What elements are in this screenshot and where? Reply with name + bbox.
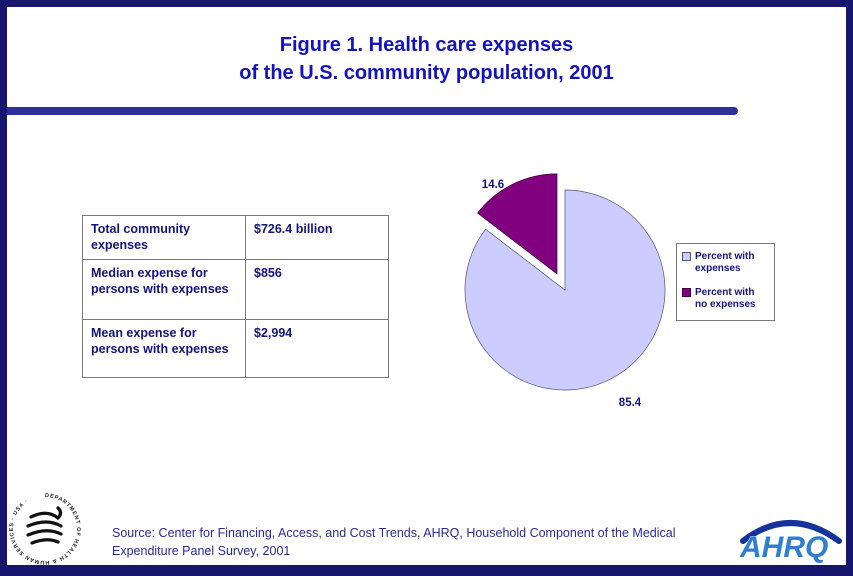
pie-data-label-no-expenses: 14.6	[482, 179, 504, 191]
ahrq-logo-icon: AHRQ	[739, 520, 842, 564]
stats-table: Total community expenses $726.4 billion …	[82, 214, 389, 379]
stat-value: $2,994	[245, 319, 389, 379]
table-row: Median expense for persons with expenses…	[82, 259, 389, 321]
title-accent-bar	[7, 107, 738, 115]
pie-chart: 14.6 85.4	[445, 160, 695, 410]
table-row: Total community expenses $726.4 billion	[82, 214, 389, 261]
stat-label: Total community expenses	[82, 214, 246, 261]
legend-item-no-expenses: Percent with no expenses	[682, 287, 769, 311]
title-line-2: of the U.S. community population, 2001	[239, 62, 614, 84]
legend-swatch-expenses-icon	[682, 252, 691, 261]
source-citation: Source: Center for Financing, Access, an…	[112, 526, 676, 559]
table-row: Mean expense for persons with expenses $…	[82, 319, 389, 379]
page-title: Figure 1. Health care expenses of the U.…	[7, 31, 846, 87]
pie-slice-percent-with-no-expenses	[477, 173, 558, 275]
stat-value: $856	[245, 259, 389, 321]
ahrq-logo-text: AHRQ	[739, 531, 828, 564]
pie-slice-percent-with-expenses	[464, 189, 666, 391]
svg-text:DEPARTMENT OF HEALTH & HUMAN S: DEPARTMENT OF HEALTH & HUMAN SERVICES · …	[9, 493, 81, 565]
legend-label: Percent with expenses	[695, 251, 755, 274]
pie-data-label-expenses: 85.4	[619, 397, 642, 409]
legend-item-expenses: Percent with expenses	[682, 251, 769, 275]
title-line-1: Figure 1. Health care expenses	[279, 34, 574, 56]
ahrq-logo: AHRQ	[738, 515, 844, 565]
stat-label: Mean expense for persons with expenses	[82, 319, 246, 379]
stat-label: Median expense for persons with expenses	[82, 259, 246, 321]
legend-swatch-no-expenses-icon	[682, 288, 691, 297]
pie-chart-svg: 14.6 85.4	[464, 173, 666, 409]
hhs-logo-icon: DEPARTMENT OF HEALTH & HUMAN SERVICES · …	[7, 491, 83, 565]
chart-legend: Percent with expenses Percent with no ex…	[676, 243, 775, 321]
legend-label: Percent with no expenses	[695, 287, 756, 310]
stat-value: $726.4 billion	[245, 214, 389, 261]
